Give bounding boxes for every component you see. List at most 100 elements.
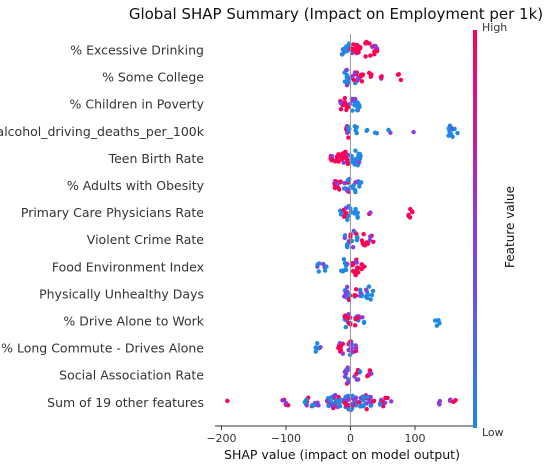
- shap-point: [359, 74, 364, 79]
- shap-point: [342, 374, 348, 379]
- shap-point: [336, 394, 341, 400]
- shap-point: [355, 108, 360, 113]
- shap-point: [363, 54, 368, 59]
- shap-point: [370, 288, 376, 294]
- shap-point: [338, 106, 344, 112]
- shap-point: [365, 373, 370, 379]
- shap-point: [355, 210, 360, 215]
- shap-point: [382, 400, 388, 405]
- shap-point: [353, 189, 358, 195]
- shap-point: [354, 377, 360, 382]
- feature-dot-row: [342, 228, 376, 250]
- shap-point: [353, 343, 358, 348]
- shap-point: [351, 268, 356, 274]
- feature-labels: % Excessive Drinking % Some College % Chil…: [0, 43, 205, 410]
- dot-rows: [225, 39, 460, 413]
- feature-dot-row: [342, 311, 442, 330]
- shap-point: [374, 131, 380, 136]
- shap-point: [354, 315, 360, 321]
- feature-label: % Children in Poverty: [70, 97, 205, 112]
- shap-point: [451, 399, 456, 404]
- shap-point: [359, 79, 365, 84]
- shap-point: [359, 293, 364, 299]
- shap-point: [343, 263, 349, 268]
- shap-point: [348, 210, 354, 215]
- shap-point: [336, 159, 341, 164]
- feature-dot-row: [342, 365, 374, 386]
- shap-point: [357, 369, 363, 374]
- shap-point: [315, 341, 320, 346]
- shap-point: [362, 243, 368, 248]
- shap-point: [371, 399, 376, 404]
- shap-point: [315, 400, 320, 405]
- shap-point: [355, 43, 361, 49]
- feature-dot-row: [315, 257, 367, 278]
- shap-point: [339, 157, 344, 162]
- shap-point: [368, 210, 373, 215]
- shap-point: [361, 319, 367, 325]
- feature-label: Teen Birth Rate: [108, 151, 205, 166]
- colorbar-high-label: High: [482, 21, 507, 34]
- shap-point: [345, 177, 350, 183]
- x-tick-label: −100: [271, 432, 301, 445]
- shap-point: [366, 284, 372, 289]
- shap-point: [351, 42, 356, 47]
- shap-point: [338, 268, 344, 273]
- shap-point: [351, 77, 357, 83]
- x-tick-label: −200: [206, 432, 236, 445]
- shap-point: [367, 41, 372, 46]
- shap-point: [359, 262, 365, 268]
- colorbar-low-label: Low: [482, 426, 504, 439]
- shap-point: [343, 394, 348, 399]
- shap-point: [322, 268, 328, 273]
- feature-label: Social Association Rate: [59, 368, 204, 383]
- shap-point: [316, 269, 322, 274]
- shap-point: [326, 403, 331, 409]
- shap-point: [353, 180, 358, 185]
- shap-point: [354, 130, 359, 136]
- shap-point: [351, 262, 356, 267]
- shap-point: [352, 211, 357, 216]
- shap-point: [398, 77, 404, 83]
- shap-point: [446, 126, 451, 131]
- feature-dot-row: [339, 39, 380, 59]
- shap-point: [343, 210, 349, 216]
- shap-point: [359, 238, 365, 243]
- shap-point: [452, 126, 457, 131]
- shap-point: [346, 397, 351, 402]
- shap-point: [346, 124, 351, 130]
- feature-dot-row: [313, 339, 359, 358]
- shap-point: [368, 53, 373, 58]
- shap-point: [344, 67, 350, 73]
- shap-point: [304, 403, 309, 408]
- shap-point: [360, 315, 365, 320]
- shap-point: [357, 181, 363, 186]
- shap-point: [342, 369, 348, 375]
- shap-point: [329, 157, 334, 163]
- shap-point: [283, 400, 289, 406]
- shap-point: [332, 185, 338, 191]
- shap-point: [347, 101, 353, 107]
- x-axis-label: SHAP value (impact on model output): [224, 447, 460, 462]
- shap-point: [355, 47, 360, 52]
- shap-point: [373, 44, 378, 49]
- feature-label: Food Environment Index: [52, 259, 204, 274]
- shap-point: [408, 206, 413, 212]
- shap-point: [342, 180, 347, 186]
- shap-point: [341, 160, 346, 165]
- feature-label: % Adults with Obesity: [67, 178, 205, 193]
- shap-point: [352, 323, 358, 328]
- feature-dot-row: [341, 284, 376, 303]
- shap-point: [340, 52, 345, 57]
- shap-point: [364, 394, 370, 400]
- shap-point: [343, 205, 349, 211]
- shap-point: [455, 130, 460, 136]
- shap-point: [353, 156, 358, 162]
- shap-point: [313, 349, 318, 354]
- shap-point: [437, 321, 442, 326]
- shap-point: [335, 181, 340, 187]
- shap-point: [225, 398, 230, 404]
- shap-point: [340, 351, 346, 356]
- feature-label: Violent Crime Rate: [87, 232, 205, 247]
- shap-point: [342, 95, 348, 101]
